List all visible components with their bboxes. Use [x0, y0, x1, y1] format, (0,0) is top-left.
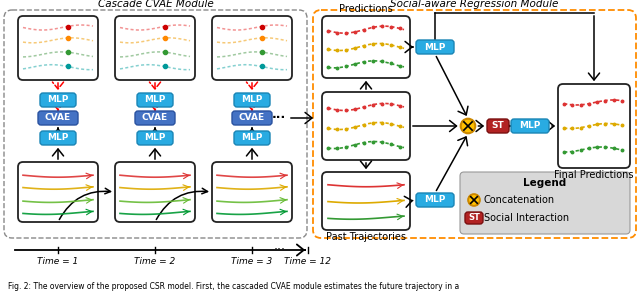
Text: CVAE: CVAE	[239, 113, 265, 122]
Text: Social Interaction: Social Interaction	[484, 213, 569, 223]
FancyBboxPatch shape	[232, 111, 272, 125]
Text: MLP: MLP	[47, 96, 68, 105]
Text: Past Trajectories: Past Trajectories	[326, 232, 406, 242]
FancyBboxPatch shape	[18, 16, 98, 80]
Text: MLP: MLP	[424, 42, 445, 52]
FancyBboxPatch shape	[135, 111, 175, 125]
Text: MLP: MLP	[241, 134, 262, 142]
FancyBboxPatch shape	[212, 16, 292, 80]
FancyBboxPatch shape	[322, 16, 410, 78]
FancyBboxPatch shape	[511, 119, 549, 133]
Text: ST: ST	[468, 214, 480, 222]
Text: MLP: MLP	[144, 134, 166, 142]
FancyBboxPatch shape	[40, 131, 76, 145]
Text: Time = 2: Time = 2	[134, 257, 175, 266]
Text: Time = 3: Time = 3	[232, 257, 273, 266]
Text: Social-aware Regression Module: Social-aware Regression Module	[390, 0, 559, 9]
FancyBboxPatch shape	[115, 162, 195, 222]
Text: Cascade CVAE Module: Cascade CVAE Module	[98, 0, 213, 9]
FancyBboxPatch shape	[416, 40, 454, 54]
Text: Fig. 2: The overview of the proposed CSR model. First, the cascaded CVAE module : Fig. 2: The overview of the proposed CSR…	[8, 282, 460, 291]
FancyBboxPatch shape	[18, 162, 98, 222]
Text: CVAE: CVAE	[45, 113, 71, 122]
FancyBboxPatch shape	[137, 93, 173, 107]
FancyBboxPatch shape	[234, 131, 270, 145]
Text: Predictions: Predictions	[339, 4, 393, 14]
FancyBboxPatch shape	[322, 172, 410, 230]
FancyBboxPatch shape	[212, 162, 292, 222]
Text: Final Predictions: Final Predictions	[554, 170, 634, 180]
FancyBboxPatch shape	[465, 212, 483, 224]
FancyBboxPatch shape	[115, 16, 195, 80]
Circle shape	[468, 194, 480, 206]
Text: Concatenation: Concatenation	[484, 195, 555, 205]
FancyBboxPatch shape	[558, 84, 630, 168]
Text: CVAE: CVAE	[142, 113, 168, 122]
Circle shape	[461, 118, 476, 134]
FancyBboxPatch shape	[38, 111, 78, 125]
FancyBboxPatch shape	[137, 131, 173, 145]
Text: ···: ···	[274, 243, 286, 256]
Text: MLP: MLP	[47, 134, 68, 142]
FancyBboxPatch shape	[322, 92, 410, 160]
Text: Time = 12: Time = 12	[285, 257, 332, 266]
Text: MLP: MLP	[144, 96, 166, 105]
Text: MLP: MLP	[241, 96, 262, 105]
FancyBboxPatch shape	[460, 172, 630, 234]
Text: ST: ST	[492, 122, 504, 130]
Text: ···: ···	[272, 112, 286, 125]
Text: Time = 1: Time = 1	[37, 257, 79, 266]
FancyBboxPatch shape	[40, 93, 76, 107]
FancyBboxPatch shape	[416, 193, 454, 207]
FancyBboxPatch shape	[234, 93, 270, 107]
FancyBboxPatch shape	[487, 119, 509, 133]
Text: MLP: MLP	[424, 195, 445, 205]
Text: Legend: Legend	[524, 178, 566, 188]
Text: MLP: MLP	[519, 122, 541, 130]
